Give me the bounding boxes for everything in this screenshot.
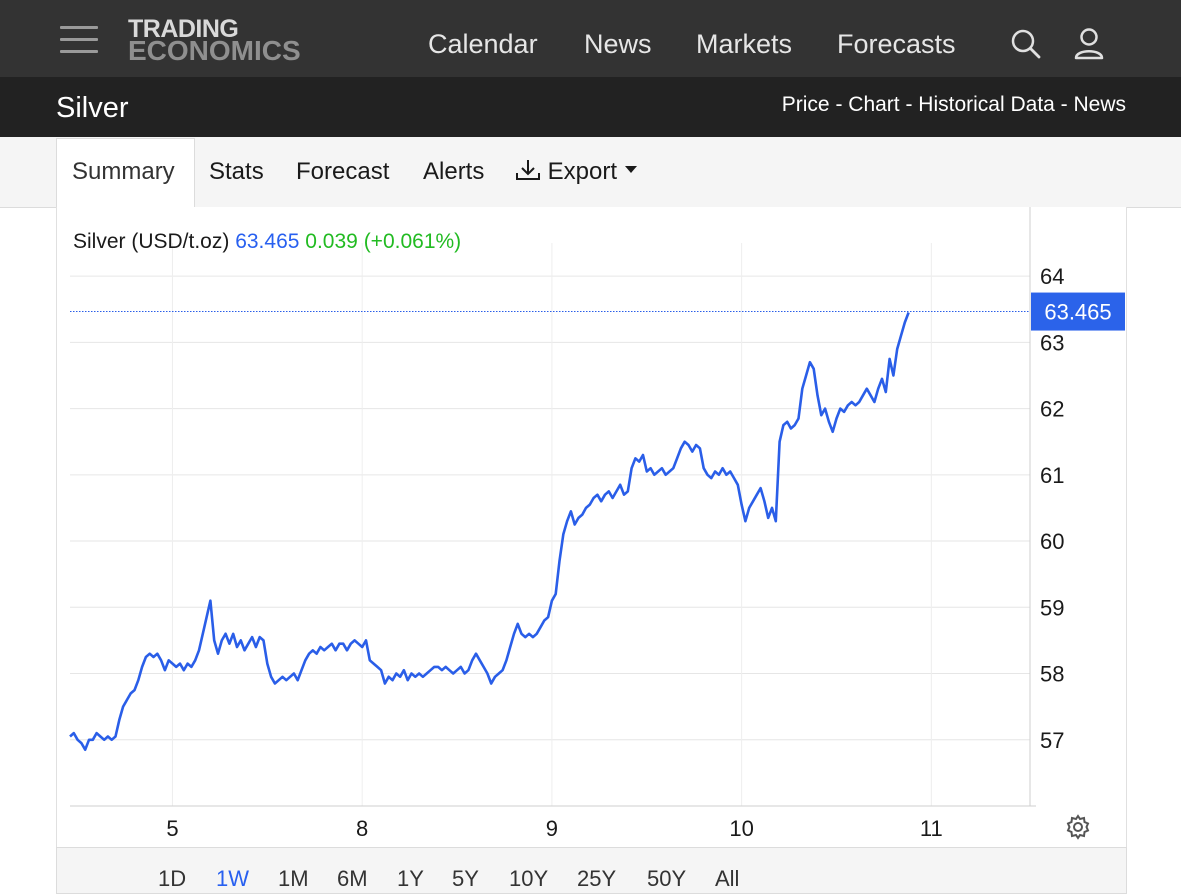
range-6m[interactable]: 6M — [337, 866, 368, 891]
site-logo[interactable]: TRADING ECONOMICS — [128, 15, 301, 66]
y-tick-label: 63 — [1040, 330, 1064, 355]
y-tick-label: 62 — [1040, 397, 1064, 422]
x-tick-label: 9 — [546, 816, 558, 841]
caret-down-icon — [624, 166, 637, 173]
range-50y[interactable]: 50Y — [647, 866, 687, 891]
last-price-tag — [1031, 292, 1125, 331]
range-10y[interactable]: 10Y — [509, 866, 549, 891]
quote-name: Silver (USD/t.oz) — [73, 230, 229, 253]
range-1m[interactable]: 1M — [278, 866, 309, 891]
time-range-bar — [56, 847, 1127, 894]
nav-calendar[interactable]: Calendar — [428, 29, 538, 59]
range-5y[interactable]: 5Y — [452, 866, 479, 891]
chart-container — [56, 207, 1127, 892]
tab-bar — [0, 137, 1181, 208]
quote-change: 0.039 — [305, 230, 358, 253]
price-series-line[interactable] — [69, 312, 910, 751]
range-1d[interactable]: 1D — [158, 866, 187, 891]
export-label: Export — [547, 158, 618, 185]
logo-line-2: ECONOMICS — [128, 35, 301, 66]
last-price-tag-label: 63.465 — [1044, 300, 1111, 325]
range-25y[interactable]: 25Y — [577, 866, 617, 891]
y-tick-label: 57 — [1040, 728, 1064, 753]
range-1w[interactable]: 1W — [216, 866, 249, 891]
range-all[interactable]: All — [715, 866, 740, 891]
x-tick-label: 5 — [166, 816, 178, 841]
x-tick-label: 10 — [729, 816, 753, 841]
y-tick-label: 64 — [1040, 264, 1064, 289]
x-tick-label: 8 — [356, 816, 368, 841]
chart-settings-icon[interactable] — [1065, 814, 1091, 840]
search-icon[interactable] — [1010, 28, 1042, 60]
range-1y[interactable]: 1Y — [397, 866, 424, 891]
quote-price: 63.465 — [235, 230, 299, 253]
top-navigation-bar — [0, 0, 1181, 77]
x-tick-label: 11 — [920, 816, 943, 841]
nav-news[interactable]: News — [584, 29, 652, 59]
sub-navigation-links[interactable]: Price - Chart - Historical Data - News — [781, 93, 1126, 116]
y-tick-label: 58 — [1040, 662, 1064, 687]
active-tab-background — [56, 138, 195, 209]
y-tick-label: 61 — [1040, 463, 1064, 488]
nav-forecasts[interactable]: Forecasts — [837, 29, 956, 59]
tab-export[interactable]: Export — [515, 158, 638, 186]
y-tick-label: 59 — [1040, 595, 1064, 620]
quote-header: Silver (USD/t.oz) 63.465 0.039 (+0.061%) — [73, 230, 461, 253]
nav-markets[interactable]: Markets — [696, 29, 793, 59]
tab-summary[interactable]: Summary — [72, 158, 175, 185]
y-tick-label: 60 — [1040, 529, 1064, 554]
logo-line-1: TRADING — [128, 15, 239, 43]
title-bar — [0, 77, 1181, 137]
tab-forecast[interactable]: Forecast — [296, 158, 390, 185]
user-icon[interactable] — [1073, 27, 1105, 61]
quote-change-pct: (+0.061%) — [364, 230, 461, 253]
tab-alerts[interactable]: Alerts — [423, 158, 485, 185]
download-icon — [516, 160, 540, 180]
page-title: Silver — [56, 92, 129, 124]
tab-stats[interactable]: Stats — [209, 158, 264, 185]
menu-icon[interactable] — [60, 26, 98, 54]
